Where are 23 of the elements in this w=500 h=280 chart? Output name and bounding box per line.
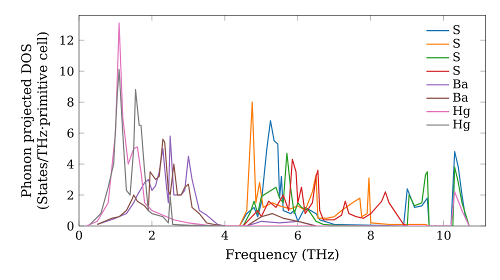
y-tick-label: 8 — [67, 98, 74, 107]
legend-label: Ba — [453, 79, 468, 88]
y-tick-label: 6 — [67, 128, 74, 138]
x-axis-title: Frequency (THz) — [226, 248, 338, 262]
y-tick-label: 4 — [67, 160, 74, 168]
y-tick-label: 2 — [67, 190, 74, 200]
legend-label: S — [453, 66, 460, 75]
y-tick-label: 10 — [60, 66, 74, 76]
y-tick-label: 0 — [67, 221, 74, 231]
y-tick-label: 12 — [60, 36, 74, 45]
legend-label: S — [453, 25, 460, 34]
x-tick-label: 2 — [148, 230, 155, 240]
x-tick-label: 8 — [368, 230, 374, 240]
legend-label: S — [453, 38, 460, 48]
x-tick-label: 10 — [438, 230, 451, 240]
x-tick-label: 6 — [294, 230, 301, 240]
x-tick-label: 0 — [76, 230, 82, 240]
legend-label: Hg — [453, 120, 470, 132]
legend-label: S — [453, 52, 460, 62]
x-tick-label: 4 — [221, 230, 228, 240]
legend-label: Hg — [453, 106, 470, 118]
legend-label: Ba — [453, 92, 468, 102]
y-axis-title: Phonon projected DOS (States/THz·primitive cell) — [20, 32, 50, 209]
